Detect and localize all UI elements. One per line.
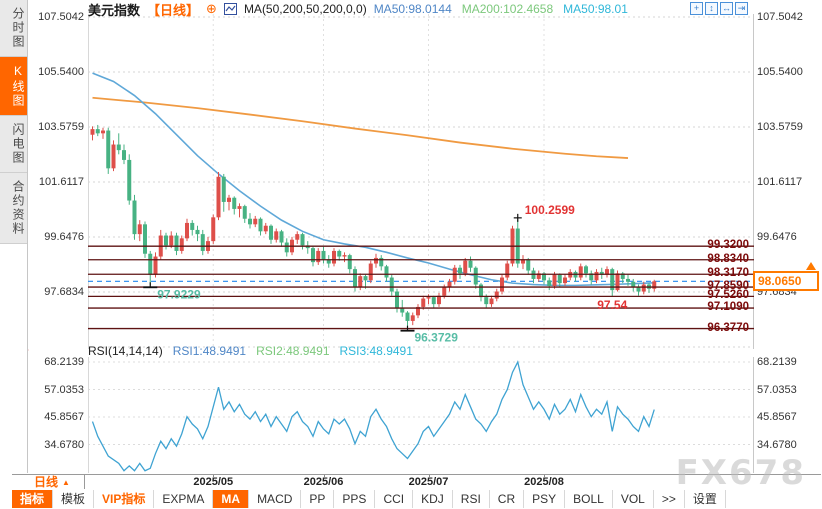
pan-icon[interactable]: + <box>690 2 703 15</box>
rsi-axis-label-left: 45.8567 <box>44 411 84 423</box>
period-selector[interactable]: 日线 ▲ <box>12 475 85 489</box>
sidebar-tab[interactable]: 闪电图 <box>0 116 27 173</box>
zoom-vertical-icon[interactable]: ↕ <box>705 2 718 15</box>
indicator-toolbar: 指标 模板 VIP指标 EXPMA MA MACD PP PPS CCI KDJ RSI CR PSY B… <box>12 489 821 509</box>
rsi-chart[interactable] <box>88 353 754 473</box>
ma-settings-label: MA(50,200,50,200,0,0) <box>243 2 367 16</box>
toolbar-item-active[interactable]: MA <box>213 490 250 508</box>
rsi-axis-label-left: 57.0353 <box>44 383 84 396</box>
toolbar-item[interactable]: PPS <box>334 490 376 508</box>
ma-value-label: MA200:102.4658 <box>461 2 554 16</box>
toolbar-item[interactable]: CCI <box>375 490 414 508</box>
price-level-label: 98.3170 <box>707 267 749 280</box>
rsi-values: RSI1:48.9491 RSI2:48.9491 RSI3:48.9491 <box>173 344 413 358</box>
rsi-axis-label-right: 57.0353 <box>757 383 797 396</box>
x-axis-tick <box>428 475 430 478</box>
svg-text:100.2599: 100.2599 <box>525 203 575 217</box>
period-selector-label: 日线 <box>34 475 59 489</box>
rsi-value-label: RSI2:48.9491 <box>256 343 330 358</box>
svg-text:97.54: 97.54 <box>597 298 627 312</box>
price-up-arrow-icon <box>806 262 816 270</box>
symbol-title: 美元指数 <box>88 2 141 18</box>
y-axis-label-right: 103.5759 <box>757 120 803 133</box>
price-level-label: 97.1090 <box>707 301 749 314</box>
toolbar-item[interactable]: 设置 <box>685 490 726 508</box>
ma-value-label: MA50:98.0144 <box>373 2 452 16</box>
period-badge: 【日线】 <box>147 2 200 18</box>
ma-value-label: MA50:98.01 <box>563 2 628 16</box>
indicator-chart-icon[interactable] <box>223 3 237 15</box>
y-axis-label-left: 97.6834 <box>44 286 84 298</box>
jump-latest-icon[interactable]: ⇥ <box>735 2 748 15</box>
toolbar-item[interactable]: VOL <box>613 490 654 508</box>
x-axis-date-label: 2025/08 <box>524 476 564 488</box>
sidebar-tab[interactable]: 合约资料 <box>0 173 27 244</box>
y-axis-label-right: 99.6476 <box>757 230 797 243</box>
rsi-axis-label-right: 68.2139 <box>757 356 797 368</box>
rsi-axis-label-left: 34.6780 <box>44 438 84 451</box>
toolbar-item[interactable]: EXPMA <box>154 490 214 508</box>
y-axis-label-right: 101.6117 <box>757 176 803 188</box>
x-axis-date-label: 2025/07 <box>408 476 449 488</box>
x-axis-date-label: 2025/06 <box>303 476 344 488</box>
toolbar-item[interactable]: KDJ <box>413 490 453 508</box>
rsi-value-label: RSI3:48.9491 <box>339 343 413 358</box>
toolbar-item[interactable]: VIP指标 <box>94 490 155 508</box>
toolbar-item[interactable]: PSY <box>524 490 566 508</box>
toolbar-item[interactable]: RSI <box>453 490 490 508</box>
sidebar-tab[interactable]: 分时图 <box>0 0 27 57</box>
y-axis-label-left: 105.5400 <box>38 66 84 78</box>
toolbar-item[interactable]: BOLL <box>565 490 613 508</box>
chart-window-tools: + ↕ ↔ ⇥ <box>690 2 748 15</box>
toolbar-item[interactable]: MACD <box>249 490 302 508</box>
y-axis-label-left: 103.5759 <box>38 120 84 133</box>
x-axis-row: 日线 ▲ 2025/05 2025/06 2025/07 2025/08 <box>12 474 821 490</box>
rsi-axis-label-right: 34.6780 <box>757 438 797 451</box>
x-axis-tick <box>544 475 545 478</box>
toolbar-item-active[interactable]: 指标 <box>12 490 54 508</box>
svg-text:96.3729: 96.3729 <box>415 331 459 345</box>
rsi-axis-label-left: 68.2139 <box>44 356 84 368</box>
toolbar-item[interactable]: PP <box>301 490 335 508</box>
y-axis-label-left: 101.6117 <box>38 176 84 188</box>
price-level-label: 99.3200 <box>707 239 749 252</box>
rsi-axis-label-right: 45.8567 <box>757 411 797 423</box>
y-axis-label-left: 107.5042 <box>38 11 84 23</box>
price-level-label: 97.5260 <box>707 289 749 302</box>
price-level-label: 96.3770 <box>707 321 749 334</box>
toolbar-item[interactable]: 模板 <box>53 490 95 508</box>
chart-header: 美元指数 【日线】 ⊕ MA(50,200,50,200,0,0) MA50:9… <box>88 1 628 18</box>
ma-values: MA50:98.0144 MA200:102.4658 MA50:98.01 <box>374 2 628 16</box>
main-candlestick-chart[interactable]: 100.2599 97.9229 96.3729 97.54 <box>88 8 754 349</box>
toolbar-item[interactable]: CR <box>490 490 525 508</box>
y-axis-label-right: 105.5400 <box>757 66 803 78</box>
chevron-up-icon: ▲ <box>62 478 70 487</box>
rsi-value-label: RSI1:48.9491 <box>172 343 247 358</box>
toolbar-item[interactable]: >> <box>654 490 685 508</box>
y-axis-label-right: 107.5042 <box>757 11 803 23</box>
rsi-title: RSI(14,14,14) <box>88 343 163 358</box>
sidebar: 分时图 K线图 闪电图 合约资料 <box>0 0 28 473</box>
rsi-header: RSI(14,14,14) RSI1:48.9491 RSI2:48.9491 RS… <box>88 343 413 358</box>
x-axis-tick <box>323 475 325 478</box>
svg-text:97.9229: 97.9229 <box>157 287 201 301</box>
price-level-label: 98.8340 <box>707 252 749 265</box>
zoom-horizontal-icon[interactable]: ↔ <box>720 2 733 15</box>
x-axis-date-label: 2025/05 <box>193 476 234 488</box>
current-price-tag: 98.0650 <box>753 271 819 291</box>
sidebar-tab[interactable]: K线图 <box>0 57 27 116</box>
y-axis-label-left: 99.6476 <box>44 230 84 243</box>
current-price-value: 98.0650 <box>758 274 802 288</box>
add-overlay-icon[interactable]: ⊕ <box>206 1 217 16</box>
price-level-label: 97.8590 <box>707 280 749 293</box>
x-axis-tick <box>213 475 215 478</box>
